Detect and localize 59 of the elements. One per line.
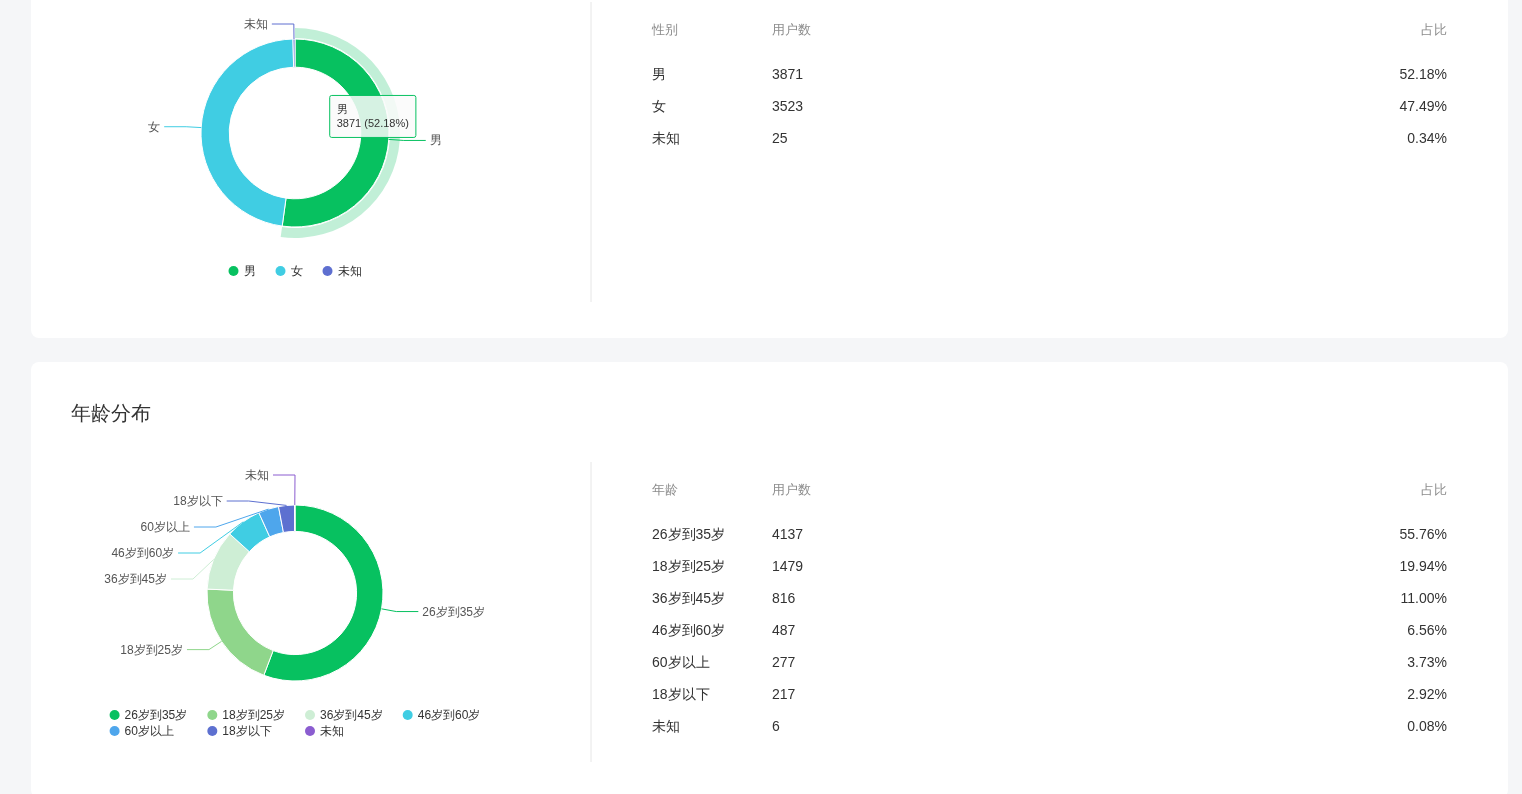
title: 年龄分布 <box>71 402 151 424</box>
table-category: 18岁到25岁 <box>652 558 726 574</box>
slice-label: 60岁以上 <box>140 520 190 534</box>
legend-label: 18岁到25岁 <box>222 708 285 722</box>
table-count: 3871 <box>772 66 804 82</box>
table-category: 26岁到35岁 <box>652 526 726 542</box>
table-share: 19.94% <box>1399 558 1447 574</box>
table-share: 0.08% <box>1407 718 1447 734</box>
table-category: 未知 <box>652 130 680 146</box>
table-share: 55.76% <box>1399 526 1447 542</box>
table-header: 用户数 <box>772 21 811 37</box>
legend-label: 36岁到45岁 <box>320 708 383 722</box>
slice-label: 46岁到60岁 <box>111 546 175 560</box>
table-count: 487 <box>772 622 796 638</box>
table-count: 816 <box>772 590 796 606</box>
table-category: 18岁以下 <box>652 686 710 702</box>
table-count: 3523 <box>772 98 804 114</box>
table-count: 4137 <box>772 526 804 542</box>
legend-label: 未知 <box>320 724 344 738</box>
table-count: 217 <box>772 686 796 702</box>
table-count: 25 <box>772 130 788 146</box>
tooltip-text: 男 <box>336 103 348 116</box>
slice-label: 26岁到35岁 <box>422 604 485 619</box>
table-share: 2.92% <box>1407 686 1447 702</box>
table-header: 占比 <box>1421 21 1447 37</box>
table-header: 年龄 <box>652 481 678 497</box>
table-category: 未知 <box>652 718 680 734</box>
table-count: 277 <box>772 654 796 670</box>
table-header: 用户数 <box>772 481 811 497</box>
table-category: 60岁以上 <box>652 654 710 670</box>
slice-label: 36岁到45岁 <box>104 572 167 586</box>
legend-label: 26岁到35岁 <box>124 708 188 722</box>
table-header: 占比 <box>1421 481 1447 497</box>
slice-label: 18岁以下 <box>173 494 223 508</box>
legend-label: 18岁以下 <box>222 724 272 738</box>
slice-label: 女 <box>148 119 161 134</box>
legend-label: 60岁以上 <box>124 724 174 738</box>
table-count: 6 <box>772 718 780 734</box>
legend-label: 未知 <box>337 264 362 278</box>
table-share: 6.56% <box>1407 622 1447 638</box>
tooltip-text: 3871 (52.18%) <box>336 117 409 130</box>
legend-label: 男 <box>243 264 256 278</box>
legend-label: 女 <box>290 264 303 278</box>
table-share: 11.00% <box>1400 590 1447 606</box>
table-count: 1479 <box>772 558 804 574</box>
table-header: 性别 <box>652 21 678 37</box>
slice-label: 男 <box>429 133 442 148</box>
slice-label: 18岁到25岁 <box>120 642 183 657</box>
slice-label: 未知 <box>245 468 269 482</box>
table-share: 52.18% <box>1399 66 1447 82</box>
table-category: 46岁到60岁 <box>652 622 726 638</box>
table-share: 0.34% <box>1407 130 1447 146</box>
table-share: 47.49% <box>1399 98 1447 114</box>
table-category: 男 <box>652 66 666 82</box>
table-share: 3.73% <box>1407 654 1447 670</box>
table-category: 36岁到45岁 <box>652 590 726 606</box>
table-category: 女 <box>652 98 666 114</box>
slice-label: 未知 <box>243 17 268 31</box>
legend-label: 46岁到60岁 <box>417 708 481 722</box>
